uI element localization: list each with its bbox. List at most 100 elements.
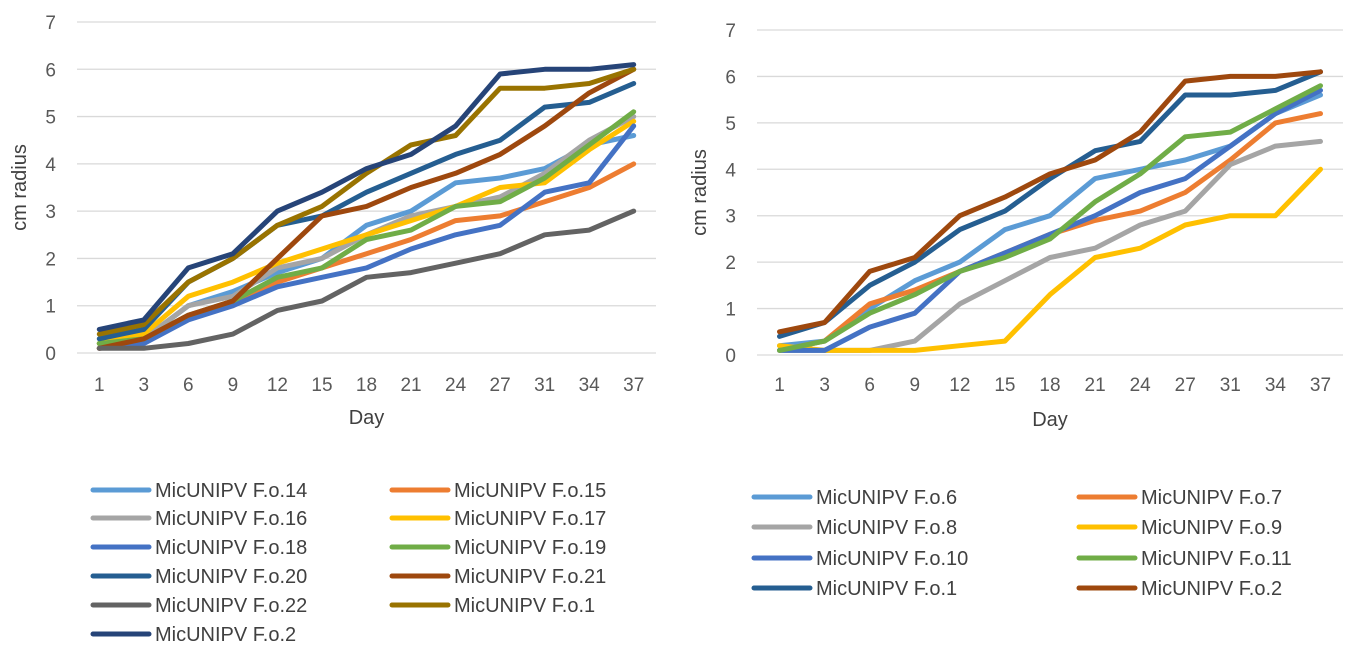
x-tick-label: 15 [994,375,1015,396]
data-point [1138,246,1143,251]
data-point [631,109,636,114]
series-line [96,123,637,351]
data-point [912,292,917,297]
y-tick-label: 5 [725,114,736,135]
y-tick-label: 6 [45,60,56,81]
x-axis-title: Day [1032,409,1068,431]
data-point [1048,255,1053,260]
data-point [1093,176,1098,181]
data-point [912,339,917,344]
x-tick-label: 21 [400,375,421,396]
data-point [912,255,917,260]
data-point [631,81,636,86]
data-point [1183,209,1188,214]
data-point [409,246,414,251]
data-point [542,67,547,72]
data-point [777,348,782,353]
x-tick-label: 37 [1310,375,1331,396]
data-point [542,199,547,204]
data-point [1318,111,1323,116]
data-point [822,320,827,325]
data-point [141,341,146,346]
data-point [1183,223,1188,228]
x-tick-label: 3 [819,375,830,396]
series-line [777,166,1323,353]
series-line [777,83,1323,353]
data-point [587,180,592,185]
data-point [186,341,191,346]
data-point [1318,167,1323,172]
data-point [498,213,503,218]
data-point [409,270,414,275]
data-point [498,72,503,77]
data-point [957,301,962,306]
legend-label: MicUNIPV F.o.20 [155,566,307,588]
data-point [319,256,324,261]
data-point [542,124,547,129]
legend-label: MicUNIPV F.o.1 [816,578,957,600]
x-tick-label: 21 [1085,375,1106,396]
series-line [96,208,637,351]
data-point [275,275,280,280]
data-point [1183,93,1188,98]
data-point [498,251,503,256]
x-tick-label: 6 [183,375,194,396]
data-point [912,348,917,353]
data-point [542,190,547,195]
data-point [957,269,962,274]
data-point [453,232,458,237]
legend-label: MicUNIPV F.o.7 [1141,487,1282,509]
data-point [186,294,191,299]
data-point [409,237,414,242]
data-point [319,213,324,218]
data-point [1093,158,1098,163]
data-point [1318,69,1323,74]
data-point [1093,246,1098,251]
legend-label: MicUNIPV F.o.1 [454,595,595,617]
x-tick-label: 27 [1175,375,1196,396]
y-axis-title: cm radius [9,144,31,231]
data-point [453,204,458,209]
data-point [1228,93,1233,98]
y-tick-label: 1 [45,297,56,318]
data-point [1318,139,1323,144]
y-tick-label: 1 [725,300,736,321]
data-point [957,343,962,348]
data-point [587,81,592,86]
data-point [453,124,458,129]
legend-label: MicUNIPV F.o.14 [155,480,307,502]
data-point [275,209,280,214]
data-point [97,336,102,341]
y-tick-label: 5 [45,108,56,129]
data-point [409,185,414,190]
data-point [631,119,636,124]
data-point [498,185,503,190]
data-point [319,246,324,251]
data-point [364,237,369,242]
data-point [230,280,235,285]
data-point [364,275,369,280]
y-tick-label: 3 [45,202,56,223]
data-point [97,332,102,337]
data-point [1228,144,1233,149]
data-point [1183,158,1188,163]
data-point [777,334,782,339]
data-point [364,190,369,195]
x-tick-label: 31 [1220,375,1241,396]
legend-label: MicUNIPV F.o.17 [454,508,606,530]
data-point [498,223,503,228]
data-point [587,100,592,105]
data-point [141,317,146,322]
data-point [867,283,872,288]
series-line [777,69,1323,339]
data-point [1273,120,1278,125]
data-point [1228,74,1233,79]
x-tick-label: 24 [445,375,467,396]
legend-label: MicUNIPV F.o.16 [155,508,307,530]
y-tick-label: 4 [725,160,736,181]
data-point [912,311,917,316]
data-point [409,152,414,157]
data-point [319,204,324,209]
data-point [1002,209,1007,214]
x-tick-label: 9 [909,375,920,396]
